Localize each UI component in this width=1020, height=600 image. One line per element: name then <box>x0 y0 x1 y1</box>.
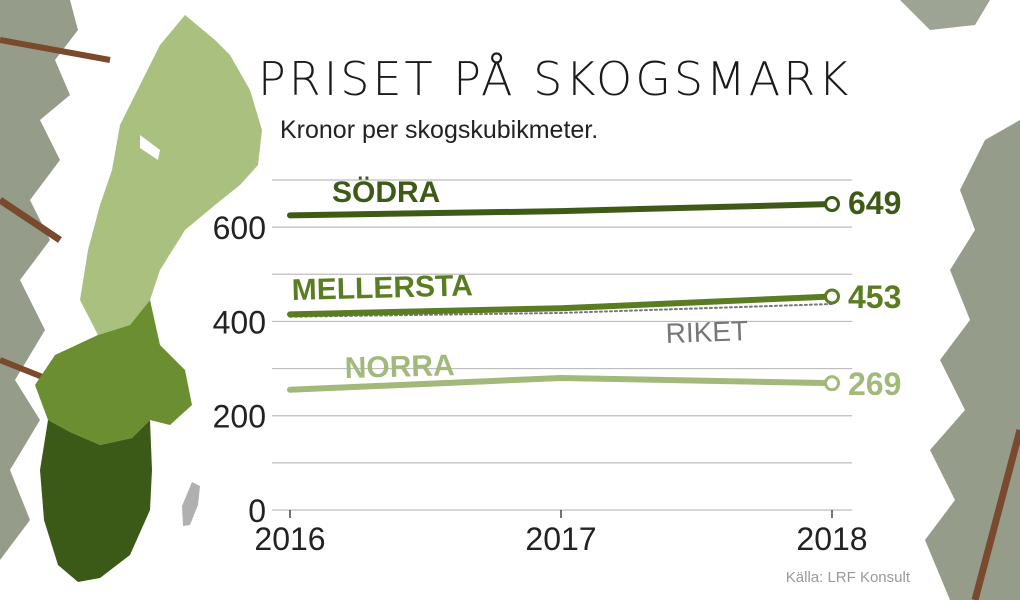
x-tick-label: 2017 <box>525 521 596 557</box>
series-line-mellersta <box>287 293 835 318</box>
series-line-riket <box>289 302 833 318</box>
tree-illustration-right <box>900 0 1020 600</box>
y-axis: 0 200 400 600 <box>213 210 266 529</box>
series-line-sodra <box>287 201 835 219</box>
y-tick-label: 0 <box>248 493 266 529</box>
y-tick-label: 200 <box>213 399 266 435</box>
x-axis: 2016 2017 2018 <box>254 510 868 557</box>
map-lake <box>140 135 160 160</box>
x-tick-label: 2016 <box>254 521 325 557</box>
series-end-marker-norra <box>824 375 840 392</box>
series-group <box>287 196 840 393</box>
map-gotland <box>182 482 200 526</box>
series-label-sodra: SÖDRA <box>332 176 440 209</box>
chart-title: PRISET PÅ SKOGSMARK <box>258 52 852 106</box>
series-end-marker-mellersta <box>824 288 840 305</box>
series-line-norra <box>287 375 835 393</box>
y-tick-label: 400 <box>213 304 266 340</box>
source-note: Källa: LRF Konsult <box>785 569 910 586</box>
x-tick-label: 2018 <box>796 521 867 557</box>
end-value-norra: 269 <box>848 366 901 402</box>
series-label-riket: RIKET <box>665 315 749 349</box>
series-end-marker-sodra <box>824 196 840 213</box>
y-tick-label: 600 <box>213 210 266 246</box>
map-region-norra <box>80 15 262 335</box>
chart-subtitle: Kronor per skogskubikmeter. <box>280 116 599 144</box>
series-label-mellersta: MELLERSTA <box>291 269 473 307</box>
sweden-map <box>35 15 262 582</box>
grid <box>272 179 852 511</box>
map-region-sodra <box>40 420 152 582</box>
series-label-norra: NORRA <box>344 349 455 385</box>
end-value-mellersta: 453 <box>848 279 901 315</box>
end-value-sodra: 649 <box>848 185 901 221</box>
map-region-mellersta <box>35 300 192 445</box>
